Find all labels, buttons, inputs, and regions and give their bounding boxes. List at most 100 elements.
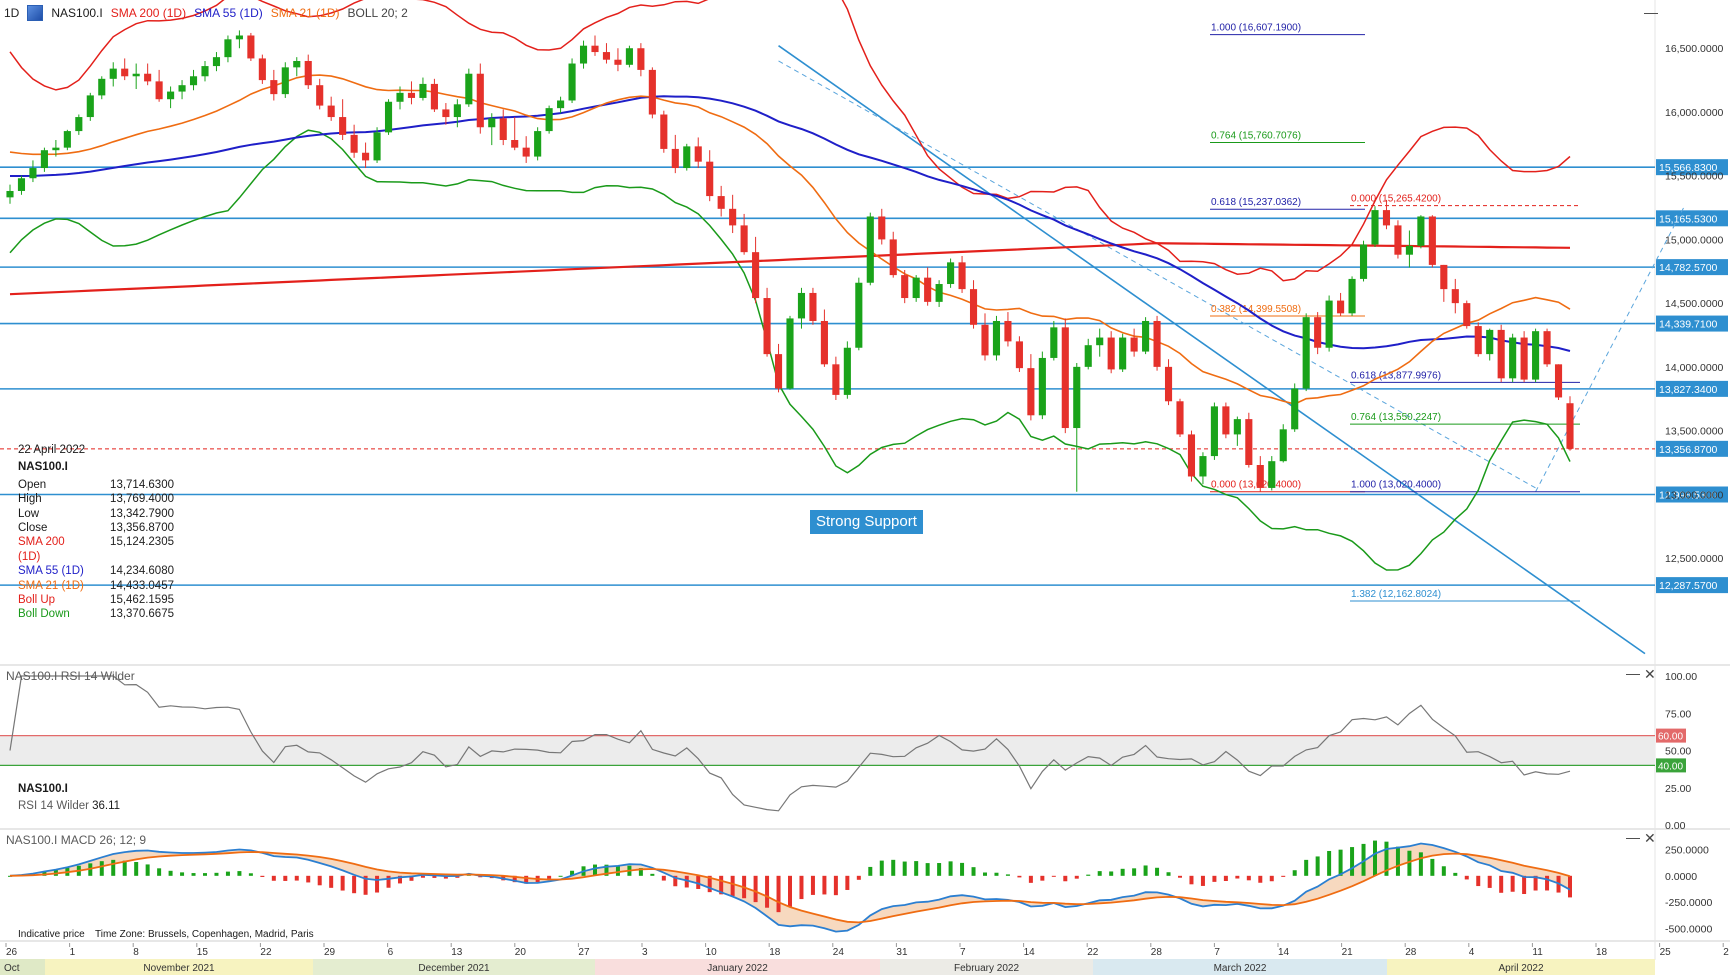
macd-histogram-bar: [1017, 875, 1022, 878]
candle-body: [1119, 337, 1127, 370]
date-axis: 26 1 8 15 22 29 6 13 20 27 3 10 18 24 31 7 14 22 28 7 14 21 28…: [5, 943, 1729, 958]
candle-body: [1348, 278, 1356, 314]
macd-close-icon[interactable]: ✕: [1644, 830, 1656, 846]
level-label: 14,782.5700: [1659, 262, 1718, 274]
macd-histogram-bar: [8, 875, 12, 877]
macd-histogram-bar: [868, 866, 873, 876]
indicator-sma21[interactable]: SMA 21 (1D): [270, 6, 340, 20]
candle-body: [774, 354, 783, 389]
indicator-boll[interactable]: BOLL 20; 2: [347, 6, 408, 20]
macd-histogram-bar: [306, 875, 311, 883]
fib-level-label: 1.382 (12,162.8024): [1351, 589, 1441, 600]
macd-histogram-bar: [650, 873, 655, 876]
macd-histogram-bar: [833, 875, 838, 896]
macd-histogram-bar: [317, 875, 322, 886]
macd-minimize-icon[interactable]: —: [1626, 829, 1640, 845]
date-tick-label: 13: [451, 947, 463, 958]
macd-histogram-bar: [1235, 875, 1240, 879]
macd-histogram-bar: [730, 875, 735, 897]
candle-body: [602, 52, 611, 60]
macd-histogram-bar: [776, 875, 781, 913]
rsi-pane: 100.00 75.00 50.00 25.00 0.00 60.00 40.00: [0, 671, 1697, 832]
sma55-line: [10, 95, 1571, 352]
macd-histogram-bar: [593, 864, 597, 876]
candle-body: [1084, 345, 1092, 367]
macd-histogram-bar: [1051, 875, 1056, 877]
symbol-flag-icon: [27, 5, 44, 21]
macd-histogram-bar: [960, 862, 965, 876]
candle-body: [1233, 419, 1241, 435]
date-tick-label: 14: [1024, 947, 1036, 958]
macd-histogram-bar: [214, 872, 219, 876]
candle-body: [1245, 419, 1253, 465]
rsi-minimize-icon[interactable]: —: [1626, 665, 1640, 681]
info-date: 22 April 2022: [18, 444, 86, 456]
macd-histogram-bar: [1476, 875, 1481, 887]
date-tick-label: 6: [388, 947, 394, 958]
candle-body: [1210, 406, 1218, 457]
candle-body: [1463, 303, 1471, 327]
macd-histogram-bar: [1522, 875, 1527, 895]
macd-histogram-bar: [294, 875, 299, 881]
strong-support-annotation[interactable]: Strong Support: [810, 510, 923, 534]
macd-histogram-bar: [925, 863, 930, 876]
level-label-bg: [1656, 210, 1728, 227]
fibonacci-levels: 1.000 (16,607.1900) 0.764 (15,760.7076) 0.…: [1210, 23, 1580, 602]
macd-histogram-bar: [547, 875, 552, 879]
macd-histogram-bar: [1350, 847, 1355, 876]
candle-body: [1004, 320, 1012, 342]
candle-body: [568, 63, 576, 101]
candle-body: [488, 118, 496, 128]
macd-histogram-bar: [398, 875, 402, 884]
info-row-high: High 13,769.4000: [18, 493, 174, 506]
minimize-main-pane-icon[interactable]: —: [1644, 4, 1658, 20]
macd-histogram-bar: [1499, 875, 1504, 893]
candle-body: [740, 225, 748, 253]
indicator-sma55[interactable]: SMA 55 (1D): [194, 6, 263, 20]
macd-histogram-bar: [902, 861, 907, 876]
macd-histogram-bar: [1074, 875, 1079, 879]
macd-histogram-bar: [145, 864, 150, 876]
macd-histogram-bar: [1200, 875, 1205, 886]
timeframe-label[interactable]: 1D: [4, 6, 20, 20]
month-band: [0, 959, 45, 975]
rsi-close-icon[interactable]: ✕: [1644, 666, 1656, 682]
macd-histogram-bar: [1258, 875, 1263, 883]
sma200-line: [9, 242, 1571, 296]
macd-histogram-bar: [1418, 852, 1423, 876]
candle-body: [1337, 300, 1345, 314]
candle-body: [1107, 337, 1115, 370]
candle-body: [511, 140, 519, 148]
macd-histogram-bar: [1292, 870, 1297, 876]
macd-histogram-bar: [937, 863, 942, 876]
macd-histogram-bar: [1086, 874, 1091, 876]
macd-histogram-bar: [1533, 875, 1538, 891]
macd-histogram-bar: [1464, 875, 1469, 880]
candle-body: [144, 73, 152, 82]
macd-histogram-bar: [1005, 874, 1010, 876]
candle-body: [419, 83, 427, 98]
candle-body: [878, 216, 886, 240]
macd-histogram-bar: [512, 875, 517, 883]
candle-body: [1359, 244, 1368, 279]
candle-body: [75, 117, 83, 132]
candle-body: [339, 117, 347, 135]
rsi-tick-label: 100.00: [1665, 671, 1697, 683]
date-tick-label: 10: [706, 947, 718, 958]
indicator-sma200[interactable]: SMA 200 (1D): [110, 6, 187, 20]
candle-body: [350, 134, 358, 153]
macd-histogram-bar: [1395, 846, 1400, 876]
macd-histogram-bar: [1120, 868, 1125, 876]
macd-histogram-bar: [661, 875, 666, 881]
candle-body: [947, 262, 955, 285]
info-row-sma55: SMA 55 (1D) 14,234.6080: [18, 565, 174, 578]
symbol-label[interactable]: NAS100.I: [51, 6, 103, 20]
date-tick-label: 3: [642, 947, 648, 958]
candle-body: [1096, 337, 1104, 346]
date-tick-label: 14: [1278, 947, 1290, 958]
macd-histogram-bar: [42, 870, 47, 876]
level-label-bg: [1656, 159, 1728, 176]
rsi-tick-label: 75.00: [1665, 708, 1691, 720]
chart-toolbar: 1D NAS100.I SMA 200 (1D) SMA 55 (1D) SMA…: [4, 3, 408, 23]
